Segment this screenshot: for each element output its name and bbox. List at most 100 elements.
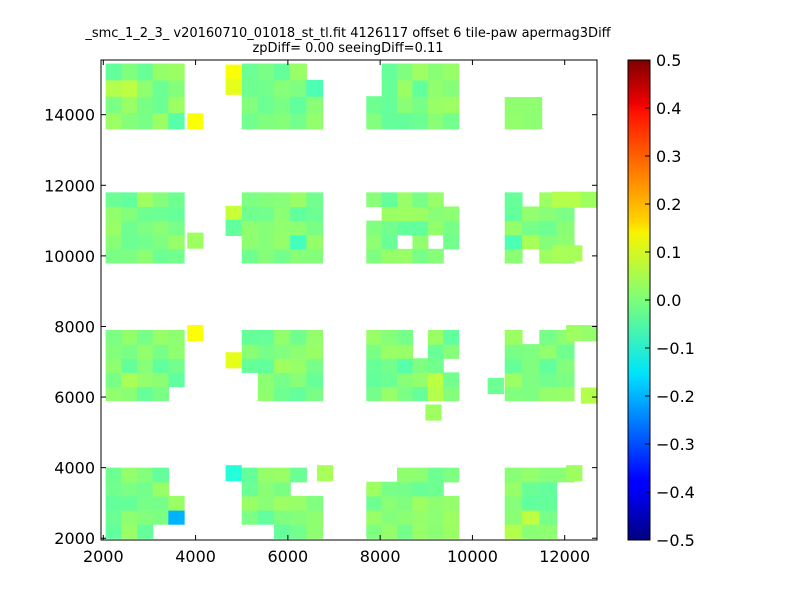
- heatmap-cell: [152, 330, 169, 345]
- heatmap-cell: [443, 206, 460, 222]
- heatmap-cell: [290, 344, 307, 359]
- heatmap-cell: [136, 481, 154, 497]
- heatmap-cell: [397, 358, 414, 373]
- heatmap-cell: [522, 495, 540, 511]
- heatmap-cell: [121, 524, 138, 539]
- heatmap-cell: [443, 79, 460, 97]
- heatmap-cell: [274, 467, 291, 483]
- heatmap-cell: [504, 97, 524, 114]
- heatmap-cell: [306, 234, 324, 250]
- heatmap-cell: [381, 386, 398, 402]
- y-tick-label: 10000: [44, 247, 95, 266]
- heatmap-cell: [136, 330, 154, 345]
- chart-title-line2: zpDiff= 0.00 seeingDiff=0.11: [252, 41, 443, 56]
- heatmap-cell: [381, 96, 398, 114]
- heatmap-cell: [427, 63, 444, 81]
- heatmap-cell: [136, 467, 154, 483]
- heatmap-cell: [168, 248, 185, 264]
- heatmap-cell: [580, 191, 597, 208]
- heatmap-cell: [105, 510, 122, 525]
- heatmap-cell: [397, 192, 414, 208]
- heatmap-cell: [397, 220, 414, 236]
- heatmap-cell: [381, 220, 398, 236]
- heatmap-cell: [121, 63, 138, 81]
- heatmap-cell: [412, 234, 429, 250]
- heatmap-cell: [366, 386, 383, 402]
- heatmap-cell: [381, 344, 398, 359]
- heatmap-cell: [381, 248, 398, 264]
- heatmap-cell: [366, 96, 383, 114]
- heatmap-cell: [152, 495, 169, 511]
- heatmap-cell: [136, 510, 154, 525]
- y-tick-label: 8000: [54, 317, 95, 336]
- heatmap-cell: [487, 378, 504, 395]
- heatmap-cell: [443, 234, 460, 250]
- heatmap-cell: [552, 245, 569, 262]
- heatmap-cell: [290, 192, 307, 208]
- heatmap-cell: [552, 191, 569, 208]
- heatmap-cell: [539, 330, 558, 345]
- heatmap-cell: [274, 372, 291, 388]
- heatmap-cell: [187, 325, 204, 342]
- heatmap-cell: [290, 358, 307, 373]
- heatmap-cell: [522, 358, 540, 373]
- heatmap-cell: [121, 79, 138, 97]
- heatmap-cell: [290, 510, 307, 525]
- heatmap-cell: [397, 330, 414, 345]
- heatmap-cell: [225, 78, 242, 95]
- heatmap-cell: [539, 495, 558, 511]
- heatmap-cell: [306, 220, 324, 236]
- heatmap-cell: [427, 524, 444, 539]
- heatmap-cell: [241, 206, 259, 222]
- heatmap-cell: [504, 248, 523, 264]
- heatmap-cell: [152, 358, 169, 373]
- heatmap-cell: [241, 495, 259, 511]
- heatmap-cell: [257, 330, 275, 345]
- heatmap-cell: [381, 79, 398, 97]
- heatmap-cell: [121, 467, 138, 483]
- heatmap-cell: [427, 495, 444, 511]
- heatmap-cell: [566, 245, 583, 262]
- heatmap-cell: [539, 481, 558, 497]
- heatmap-cell: [556, 220, 575, 236]
- heatmap-cell: [427, 510, 444, 525]
- heatmap-cell: [397, 206, 414, 222]
- heatmap-cell: [556, 206, 575, 222]
- heatmap-cell: [136, 220, 154, 236]
- heatmap-cell: [274, 192, 291, 208]
- heatmap-cell: [427, 467, 444, 483]
- heatmap-cell: [539, 386, 558, 402]
- heatmap-cell: [121, 344, 138, 359]
- heatmap-cell: [121, 234, 138, 250]
- heatmap-cell: [412, 79, 429, 97]
- heatmap-cell: [105, 386, 122, 402]
- heatmap-cell: [306, 248, 324, 264]
- colorbar-tick-label: −0.1: [656, 339, 695, 358]
- heatmap-cell: [381, 510, 398, 525]
- heatmap-cell: [412, 524, 429, 539]
- heatmap-cell: [257, 481, 275, 497]
- y-tick-label: 14000: [44, 106, 95, 125]
- heatmap-cell: [121, 330, 138, 345]
- heatmap-cell: [105, 112, 122, 130]
- heatmap-cell: [241, 510, 259, 525]
- heatmap-cell: [168, 206, 185, 222]
- heatmap-cell: [366, 344, 383, 359]
- heatmap-cell: [412, 63, 429, 81]
- heatmap-cell: [152, 467, 169, 483]
- heatmap-cell: [504, 330, 523, 345]
- heatmap-cell: [105, 524, 122, 539]
- heatmap-cell: [257, 220, 275, 236]
- heatmap-cell: [225, 64, 242, 81]
- heatmap-cell: [290, 234, 307, 250]
- heatmap-cell: [274, 96, 291, 114]
- heatmap-cell: [427, 248, 444, 264]
- heatmap-cell: [241, 358, 259, 373]
- heatmap-cell: [152, 481, 169, 497]
- heatmap-cell: [412, 495, 429, 511]
- heatmap-cell: [522, 386, 540, 402]
- heatmap-cell: [412, 96, 429, 114]
- y-axis: 2000 4000 6000 8000 10000 12000 14000: [44, 106, 597, 548]
- heatmap-cell: [397, 524, 414, 539]
- colorbar-tick-label: −0.2: [656, 387, 695, 406]
